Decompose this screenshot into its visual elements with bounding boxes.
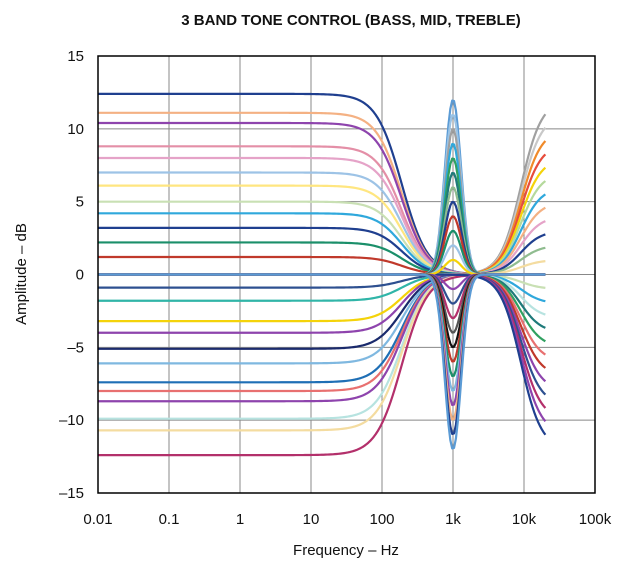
x-tick-label: 100 [369,511,394,528]
treble-curve [98,246,546,276]
treble-curve [98,206,546,276]
x-tick-label: 1 [236,511,244,528]
mid-curve [98,273,546,349]
x-tick-labels: 0.01 0.1 1 10 100 1k 10k 100k [83,511,611,528]
bass-curve [98,111,546,276]
y-tick-label: –5 [67,339,84,356]
treble-curve [98,273,546,316]
y-tick-label: –15 [59,485,84,502]
mid-curve [98,99,546,276]
y-axis-label: Amplitude – dB [13,223,30,325]
bass-curve [98,145,546,276]
plot-frame [97,55,596,494]
treble-curve [98,166,547,276]
treble-curve [98,273,547,409]
x-axis-label: Frequency – Hz [293,542,399,559]
mid-curve [98,273,546,334]
y-tick-label: 5 [76,194,84,211]
bass-curve [98,92,546,276]
y-tick-label: –10 [59,412,84,429]
bass-curve [98,273,546,350]
treble-curve [98,273,546,343]
mid-curve [98,229,546,276]
y-tick-label: 10 [67,121,84,138]
bass-curve [98,273,546,432]
treble-curve [98,273,547,396]
treble-curve [98,273,547,383]
treble-curve [98,193,547,276]
mid-curve [98,142,546,276]
bass-curve [98,273,546,384]
treble-curve [98,233,546,276]
y-tick-label: 0 [76,267,84,284]
y-tick-labels: 15 10 5 0 –5 –10 –15 [59,48,84,502]
bass-curve [98,273,546,334]
bass-curve [98,226,546,276]
treble-curve [98,220,546,276]
mid-curve [98,171,546,276]
mid-curve [98,273,546,378]
response-curves [98,92,547,457]
x-tick-label: 10k [512,511,537,528]
bass-curve [98,212,546,276]
y-tick-label: 15 [67,48,84,65]
mid-curve [98,273,546,436]
bass-curve [98,273,546,323]
x-tick-label: 1k [445,511,461,528]
treble-curve [98,113,547,276]
bass-curve [98,273,546,420]
mid-curve [98,273,546,407]
x-tick-label: 0.01 [83,511,112,528]
treble-curve [98,273,547,436]
mid-curve [98,244,546,276]
bass-curve [98,171,546,276]
mid-curve [98,273,546,320]
x-tick-label: 10 [303,511,320,528]
treble-curve [98,140,547,276]
mid-curve [98,273,546,450]
mid-curve [98,215,546,276]
bass-curve [98,241,546,276]
mid-curve [98,113,546,276]
x-tick-label: 100k [579,511,612,528]
chart-title: 3 BAND TONE CONTROL (BASS, MID, TREBLE) [181,12,520,29]
mid-curve [98,273,546,305]
x-tick-label: 0.1 [159,511,180,528]
bass-curve [98,184,546,276]
